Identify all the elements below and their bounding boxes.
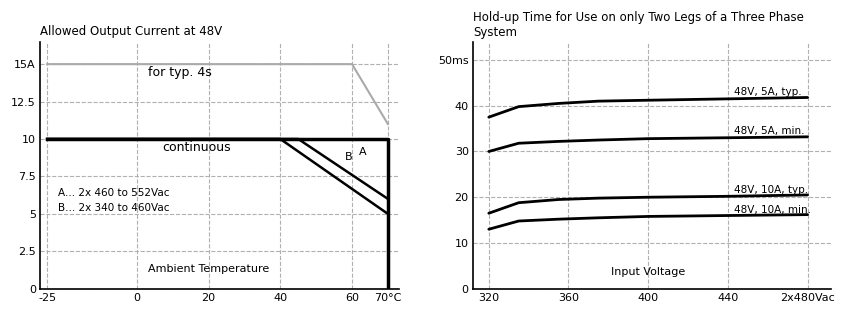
- Text: B... 2x 340 to 460Vac: B... 2x 340 to 460Vac: [58, 203, 169, 213]
- Text: A... 2x 460 to 552Vac: A... 2x 460 to 552Vac: [58, 188, 169, 198]
- Text: 48V, 5A, min.: 48V, 5A, min.: [734, 126, 804, 136]
- Text: 48V, 10A, typ.: 48V, 10A, typ.: [734, 185, 808, 195]
- Text: Allowed Output Current at 48V: Allowed Output Current at 48V: [40, 25, 222, 38]
- Text: 48V, 5A, typ.: 48V, 5A, typ.: [734, 87, 802, 97]
- Text: Ambient Temperature: Ambient Temperature: [148, 264, 269, 274]
- Text: Input Voltage: Input Voltage: [611, 267, 685, 277]
- Text: B: B: [345, 152, 353, 162]
- Text: for typ. 4s: for typ. 4s: [148, 66, 212, 79]
- Text: 48V, 10A, min.: 48V, 10A, min.: [734, 205, 811, 214]
- Text: A: A: [360, 148, 367, 157]
- Text: continuous: continuous: [162, 141, 230, 154]
- Text: Hold-up Time for Use on only Two Legs of a Three Phase
System: Hold-up Time for Use on only Two Legs of…: [473, 11, 804, 39]
